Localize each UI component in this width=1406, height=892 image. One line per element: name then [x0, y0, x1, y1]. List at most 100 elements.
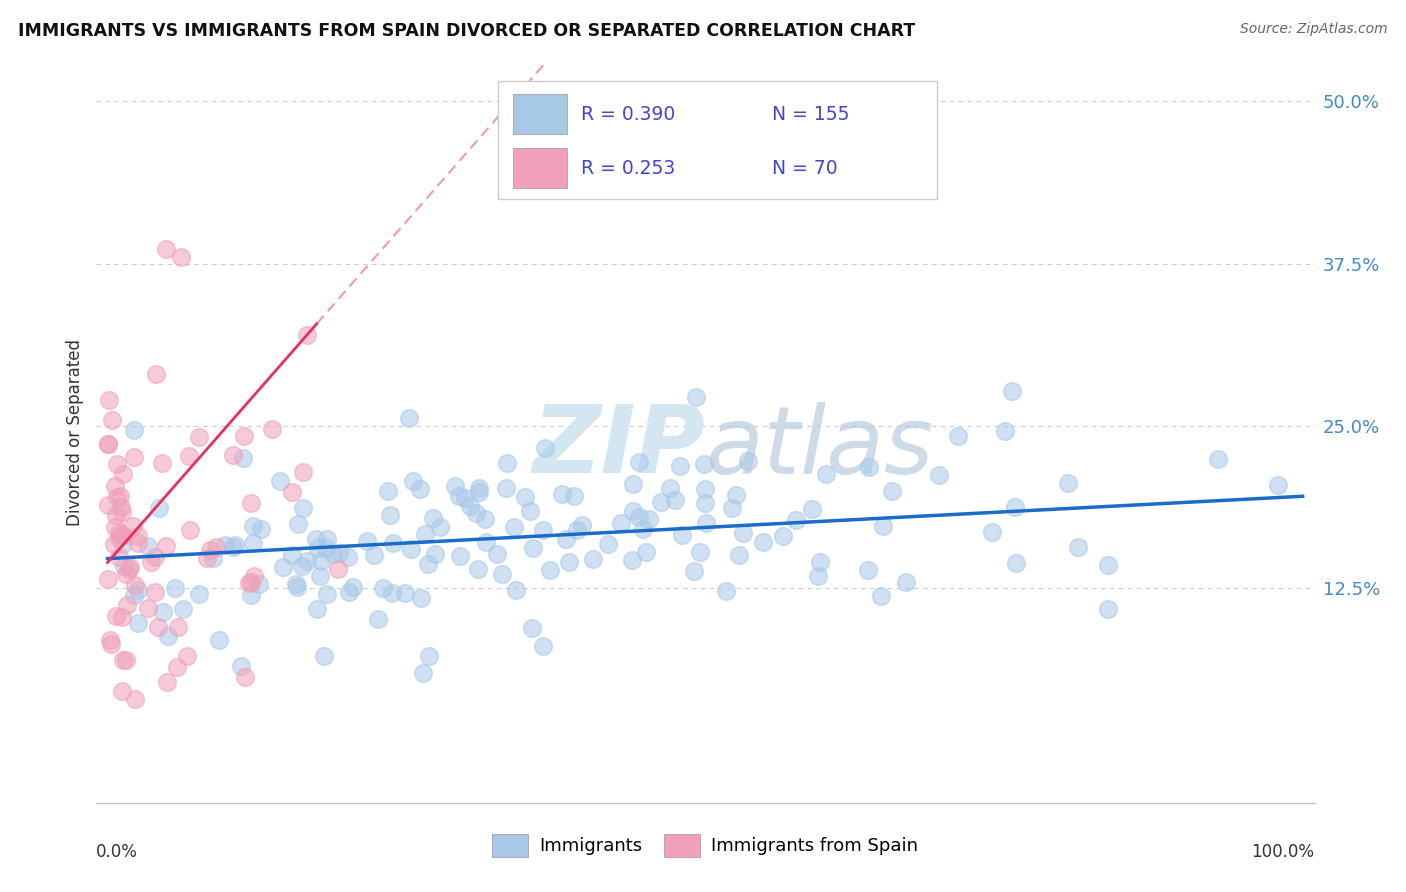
- Point: [534, 441, 557, 455]
- Point: [870, 589, 893, 603]
- Point: [98, 632, 121, 647]
- Point: [195, 550, 218, 565]
- Point: [148, 620, 170, 634]
- Point: [449, 549, 471, 563]
- Point: [308, 541, 330, 555]
- Point: [152, 605, 174, 619]
- Point: [260, 422, 283, 436]
- Point: [280, 485, 302, 500]
- Point: [495, 481, 517, 495]
- Point: [108, 549, 131, 564]
- Point: [628, 510, 651, 524]
- Point: [772, 529, 794, 543]
- Point: [531, 524, 554, 538]
- Point: [111, 528, 134, 542]
- Point: [714, 584, 737, 599]
- Point: [367, 612, 389, 626]
- Point: [221, 540, 243, 554]
- Point: [115, 653, 138, 667]
- Point: [127, 616, 149, 631]
- Point: [1004, 500, 1026, 514]
- Point: [232, 451, 254, 466]
- Point: [491, 566, 513, 581]
- Point: [363, 548, 385, 562]
- Point: [155, 540, 177, 554]
- Point: [558, 555, 581, 569]
- Point: [659, 481, 682, 495]
- Point: [695, 516, 717, 530]
- Point: [724, 488, 747, 502]
- Point: [444, 479, 467, 493]
- Point: [695, 496, 717, 510]
- Point: [243, 569, 266, 583]
- Point: [240, 574, 263, 589]
- Point: [413, 527, 436, 541]
- Point: [156, 674, 179, 689]
- Point: [808, 555, 831, 569]
- Point: [728, 548, 751, 562]
- Point: [291, 501, 314, 516]
- Point: [107, 526, 129, 541]
- Point: [752, 534, 775, 549]
- Point: [610, 516, 633, 530]
- Point: [322, 547, 344, 561]
- Point: [291, 558, 314, 573]
- Point: [117, 562, 139, 576]
- Point: [409, 591, 432, 605]
- Point: [416, 557, 439, 571]
- Y-axis label: Divorced or Separated: Divorced or Separated: [66, 339, 84, 526]
- Point: [104, 608, 127, 623]
- Point: [172, 601, 194, 615]
- Point: [520, 620, 543, 634]
- Point: [693, 483, 716, 497]
- Point: [281, 548, 304, 562]
- Point: [208, 633, 231, 648]
- Point: [382, 536, 405, 550]
- Point: [121, 518, 143, 533]
- Point: [111, 505, 134, 519]
- FancyBboxPatch shape: [513, 147, 568, 188]
- Point: [312, 649, 335, 664]
- Point: [522, 541, 544, 556]
- Point: [531, 639, 554, 653]
- Point: [97, 437, 120, 451]
- Point: [418, 649, 440, 664]
- Point: [628, 455, 651, 469]
- Point: [693, 457, 716, 471]
- Point: [108, 490, 131, 504]
- Point: [1067, 541, 1090, 555]
- Point: [453, 491, 475, 505]
- Point: [631, 522, 654, 536]
- Point: [565, 523, 588, 537]
- Point: [381, 586, 404, 600]
- Point: [946, 429, 969, 443]
- Point: [118, 560, 141, 574]
- Point: [240, 496, 263, 510]
- Point: [1208, 452, 1230, 467]
- Point: [621, 476, 644, 491]
- Point: [311, 554, 333, 568]
- Point: [467, 561, 489, 575]
- Point: [287, 516, 309, 531]
- Point: [554, 532, 576, 546]
- Text: ZIP: ZIP: [533, 401, 706, 493]
- Point: [114, 566, 136, 581]
- Text: Source: ZipAtlas.com: Source: ZipAtlas.com: [1240, 22, 1388, 37]
- Point: [242, 519, 264, 533]
- Point: [858, 460, 880, 475]
- Point: [815, 467, 838, 482]
- Point: [136, 540, 159, 554]
- Point: [138, 600, 160, 615]
- Point: [582, 551, 605, 566]
- Text: 0.0%: 0.0%: [96, 843, 138, 861]
- Point: [233, 670, 256, 684]
- Point: [326, 562, 349, 576]
- Point: [150, 456, 173, 470]
- Point: [271, 560, 294, 574]
- Point: [110, 500, 132, 514]
- Point: [139, 555, 162, 569]
- Point: [105, 490, 128, 504]
- Point: [637, 512, 659, 526]
- Point: [224, 538, 246, 552]
- Point: [122, 450, 145, 465]
